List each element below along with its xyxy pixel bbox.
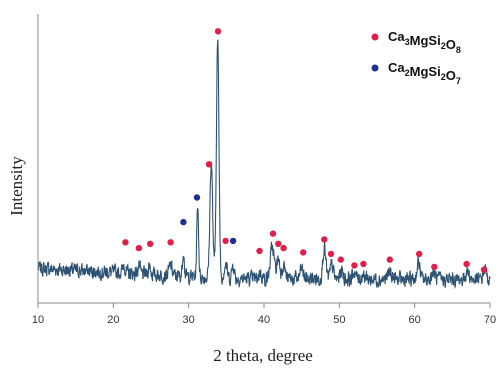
peak-marker-ca3 — [256, 247, 263, 255]
legend-marker-ca2 — [371, 64, 379, 72]
plot-area — [37, 28, 491, 289]
x-tick-label: 50 — [333, 314, 345, 326]
peak-marker-ca3 — [214, 28, 222, 35]
peak-marker-ca3 — [275, 240, 282, 247]
peak-marker-ca3 — [321, 236, 328, 243]
x-axis-title: 2 theta, degree — [213, 346, 313, 365]
peak-marker-ca3 — [463, 260, 470, 268]
peak-marker-ca3 — [480, 266, 488, 273]
x-tick-label: 60 — [409, 314, 421, 326]
legend: Ca3MgSi2O8 Ca2MgSi2O7 — [371, 29, 461, 86]
x-tick-label: 10 — [32, 314, 44, 326]
peak-marker-ca3 — [337, 256, 344, 263]
x-tick-label: 20 — [107, 314, 119, 326]
xrd-pattern-line — [37, 39, 491, 289]
peak-marker-ca2 — [193, 194, 201, 201]
y-axis-title: Intensity — [7, 156, 26, 216]
peak-marker-ca3 — [135, 244, 143, 252]
legend-label-ca3: Ca3MgSi2O8 — [388, 29, 461, 55]
peak-marker-ca2 — [229, 237, 237, 245]
peak-marker-ca3 — [416, 250, 423, 258]
x-tick-label: 30 — [183, 314, 195, 326]
peak-marker-ca3 — [122, 239, 129, 246]
legend-label-ca2: Ca2MgSi2O7 — [388, 60, 461, 86]
peak-marker-ca2 — [180, 218, 187, 226]
legend-marker-ca3 — [371, 33, 379, 41]
x-tick-label: 40 — [258, 314, 270, 326]
peak-marker-ca3 — [280, 244, 287, 252]
x-tick-label: 70 — [484, 314, 496, 326]
axes: 10 20 30 40 50 60 70 — [32, 14, 496, 326]
peak-marker-ca3 — [386, 256, 393, 263]
peak-marker-ca3 — [222, 237, 229, 245]
peak-marker-ca3 — [351, 262, 358, 269]
peak-marker-ca3 — [167, 239, 174, 246]
peak-marker-ca3 — [269, 230, 277, 237]
peak-marker-ca3 — [147, 240, 154, 247]
peak-marker-ca3 — [431, 263, 438, 271]
peak-marker-ca3 — [327, 250, 335, 258]
peak-marker-ca3 — [300, 249, 307, 256]
peak-marker-ca3 — [205, 161, 213, 168]
peak-marker-ca3 — [360, 260, 367, 268]
